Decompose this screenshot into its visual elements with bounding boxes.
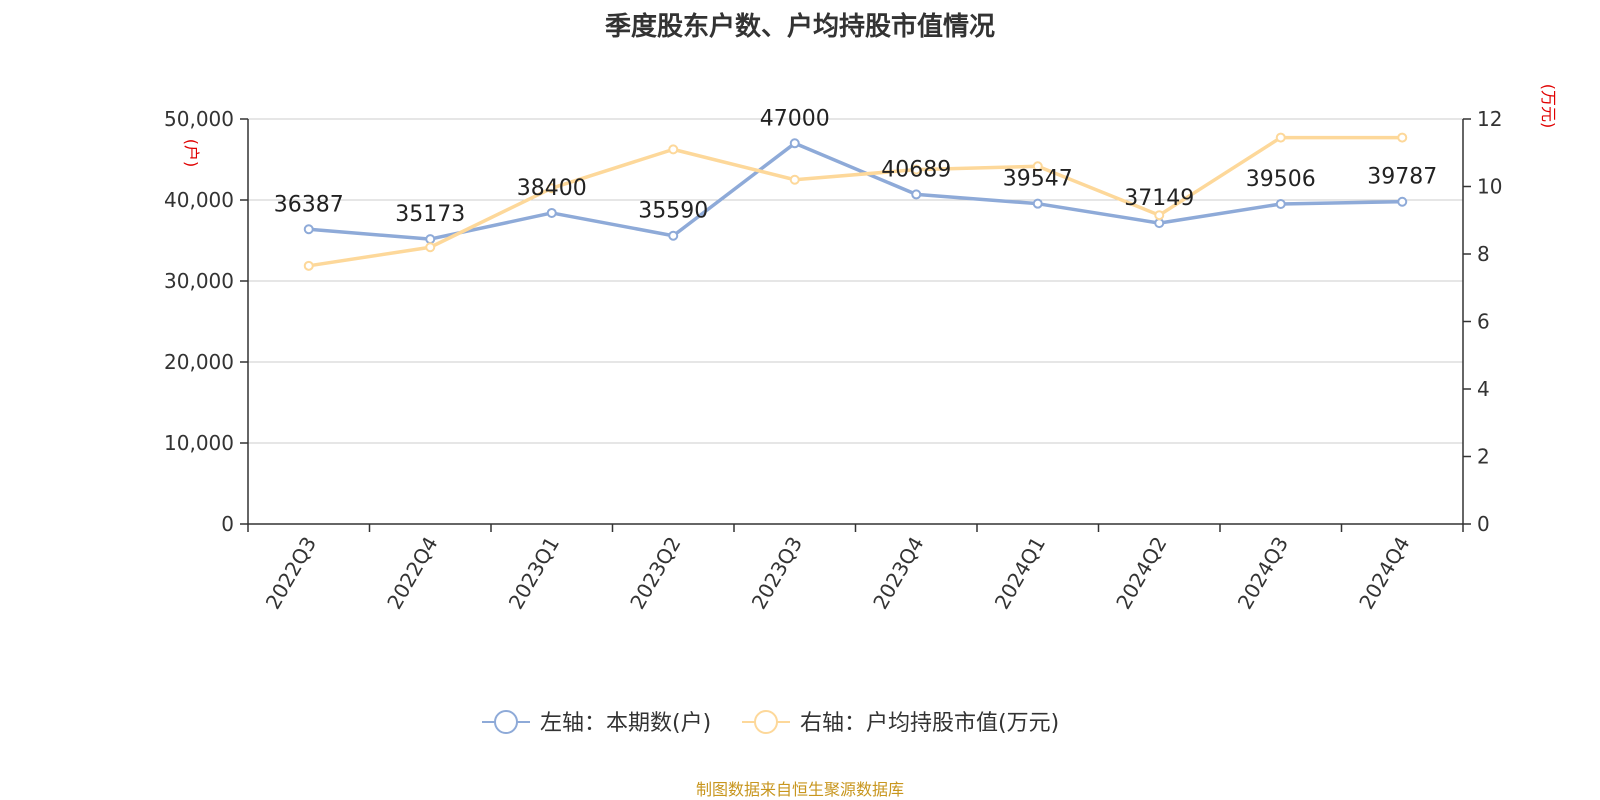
right-series-point bbox=[303, 260, 314, 271]
data-label: 39787 bbox=[1367, 165, 1437, 190]
data-label: 39506 bbox=[1246, 167, 1316, 192]
legend-marker bbox=[754, 710, 778, 734]
x-axis-tick-label: 2024Q2 bbox=[1111, 533, 1171, 614]
right-series-point bbox=[1032, 161, 1043, 172]
right-axis-tick-label: 6 bbox=[1477, 310, 1490, 334]
left-series-point bbox=[1032, 198, 1043, 209]
left-series-point bbox=[789, 138, 800, 149]
legend-label: 右轴：户均持股市值(万元) bbox=[800, 711, 1059, 736]
left-axis-tick-label: 50,000 bbox=[164, 107, 234, 131]
left-axis-tick-label: 0 bbox=[221, 512, 234, 536]
axes: 0 10,000 20,000 30,000 40,000 50,000 (户) 0 2 4 6 8 1… bbox=[164, 84, 1558, 613]
right-series-point bbox=[789, 174, 800, 185]
grid-lines bbox=[248, 118, 1463, 444]
chart-svg: 0 10,000 20,000 30,000 40,000 50,000 (户) 0 2 4 6 8 1… bbox=[164, 84, 1558, 736]
x-axis-tick-label: 2024Q3 bbox=[1233, 533, 1293, 614]
right-series-point bbox=[1397, 132, 1408, 143]
left-axis-tick-label: 40,000 bbox=[164, 188, 234, 212]
data-label: 36387 bbox=[274, 192, 344, 217]
right-series-point bbox=[546, 183, 557, 194]
right-axis-tick-label: 10 bbox=[1477, 175, 1502, 199]
x-axis-tick-label: 2022Q3 bbox=[261, 533, 321, 614]
x-axis-tick-label: 2023Q4 bbox=[868, 533, 928, 614]
left-series-point bbox=[668, 230, 679, 241]
left-axis-tick-label: 10,000 bbox=[164, 431, 234, 455]
x-axis-tick-label: 2024Q1 bbox=[990, 533, 1050, 614]
data-label: 39547 bbox=[1003, 167, 1073, 192]
right-series-point bbox=[668, 144, 679, 155]
right-series-point bbox=[1154, 210, 1165, 221]
right-axis-tick-label: 8 bbox=[1477, 242, 1490, 266]
x-axis-tick-label: 2022Q4 bbox=[382, 533, 442, 614]
series-lines bbox=[303, 132, 1408, 271]
legend-label: 左轴：本期数(户) bbox=[540, 711, 711, 736]
x-axis-tick-label: 2023Q3 bbox=[747, 533, 807, 614]
left-series-line bbox=[308, 141, 1403, 241]
chart-title: 季度股东户数、户均持股市值情况 bbox=[604, 12, 995, 42]
data-label: 35590 bbox=[638, 199, 708, 224]
data-label: 47000 bbox=[760, 106, 830, 131]
left-series-point bbox=[1397, 196, 1408, 207]
left-series-point bbox=[546, 207, 557, 218]
left-series-point bbox=[1154, 218, 1165, 229]
legend: 左轴：本期数(户) 右轴：户均持股市值(万元) bbox=[482, 710, 1059, 736]
left-series-point bbox=[1275, 199, 1286, 210]
left-axis-tick-label: 30,000 bbox=[164, 269, 234, 293]
x-axis-tick-label: 2023Q1 bbox=[504, 533, 564, 614]
right-series-line bbox=[308, 135, 1403, 268]
left-axis-tick-label: 20,000 bbox=[164, 350, 234, 374]
x-axis-tick-label: 2024Q4 bbox=[1354, 533, 1414, 614]
x-axis-tick-label: 2023Q2 bbox=[625, 533, 685, 614]
left-series-point bbox=[911, 189, 922, 200]
left-axis-unit: (户) bbox=[182, 139, 201, 168]
right-axis-tick-label: 2 bbox=[1477, 445, 1490, 469]
right-series-point bbox=[1275, 132, 1286, 143]
right-axis-tick-label: 0 bbox=[1477, 512, 1490, 536]
right-axis-tick-label: 12 bbox=[1477, 107, 1502, 131]
legend-marker bbox=[494, 710, 518, 734]
source-note: 制图数据来自恒生聚源数据库 bbox=[695, 780, 904, 799]
right-series-point bbox=[425, 242, 436, 253]
left-series-point bbox=[425, 234, 436, 245]
data-label: 38400 bbox=[517, 176, 587, 201]
right-series-point bbox=[911, 164, 922, 175]
right-axis-unit: (万元) bbox=[1539, 84, 1558, 129]
data-label: 35173 bbox=[395, 202, 465, 227]
right-axis-tick-label: 4 bbox=[1477, 377, 1490, 401]
data-labels: 36387 35173 38400 35590 47000 40689 39547 37149… bbox=[274, 106, 1438, 227]
data-label: 40689 bbox=[881, 157, 951, 182]
data-label: 37149 bbox=[1124, 186, 1194, 211]
left-series-point bbox=[303, 224, 314, 235]
